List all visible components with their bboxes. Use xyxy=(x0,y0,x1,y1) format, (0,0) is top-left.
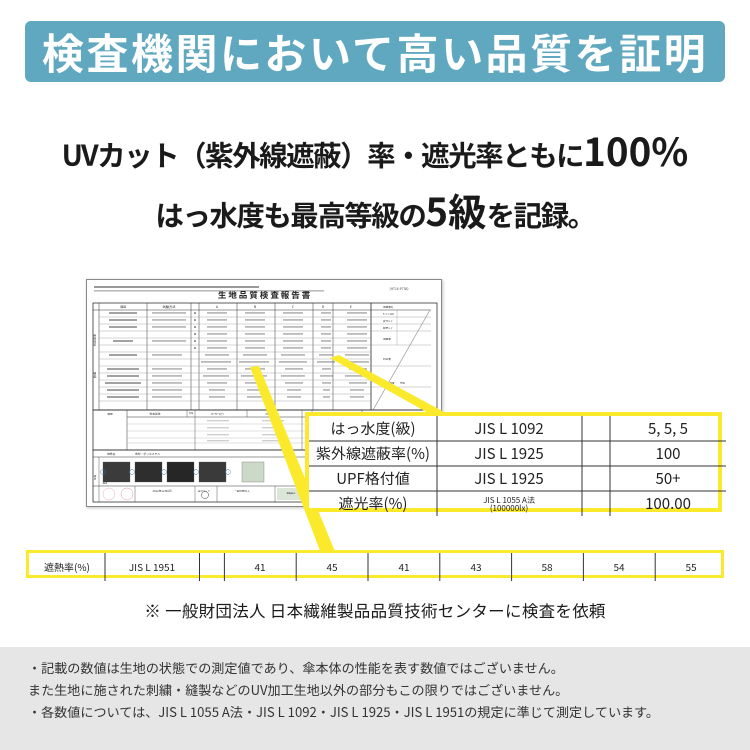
svg-text:54: 54 xyxy=(613,559,625,574)
svg-text:45: 45 xyxy=(326,559,338,574)
svg-text:JIS L 1925: JIS L 1925 xyxy=(474,443,544,464)
svg-text:100.00: 100.00 xyxy=(645,493,691,514)
svg-text:遮熱率(%): 遮熱率(%) xyxy=(44,559,90,574)
svg-text:55: 55 xyxy=(685,559,697,574)
svg-text:紫外線遮蔽率(%): 紫外線遮蔽率(%) xyxy=(316,443,430,464)
svg-text:50+: 50+ xyxy=(656,468,681,489)
svg-text:41: 41 xyxy=(254,559,265,574)
svg-text:43: 43 xyxy=(470,559,481,574)
svg-text:UPF格付値: UPF格付値 xyxy=(336,468,410,489)
svg-text:JIS L 1092: JIS L 1092 xyxy=(474,418,544,439)
svg-text:100: 100 xyxy=(656,443,681,464)
svg-text:41: 41 xyxy=(398,559,409,574)
svg-text:JIS L 1925: JIS L 1925 xyxy=(474,468,544,489)
svg-text:JIS L 1951: JIS L 1951 xyxy=(128,559,174,574)
svg-text:(100000lx): (100000lx) xyxy=(490,503,528,514)
svg-text:遮光率(%): 遮光率(%) xyxy=(339,493,408,514)
svg-text:5, 5, 5: 5, 5, 5 xyxy=(648,418,688,439)
svg-text:はっ水度(級): はっ水度(級) xyxy=(330,418,415,439)
svg-text:58: 58 xyxy=(541,559,553,574)
